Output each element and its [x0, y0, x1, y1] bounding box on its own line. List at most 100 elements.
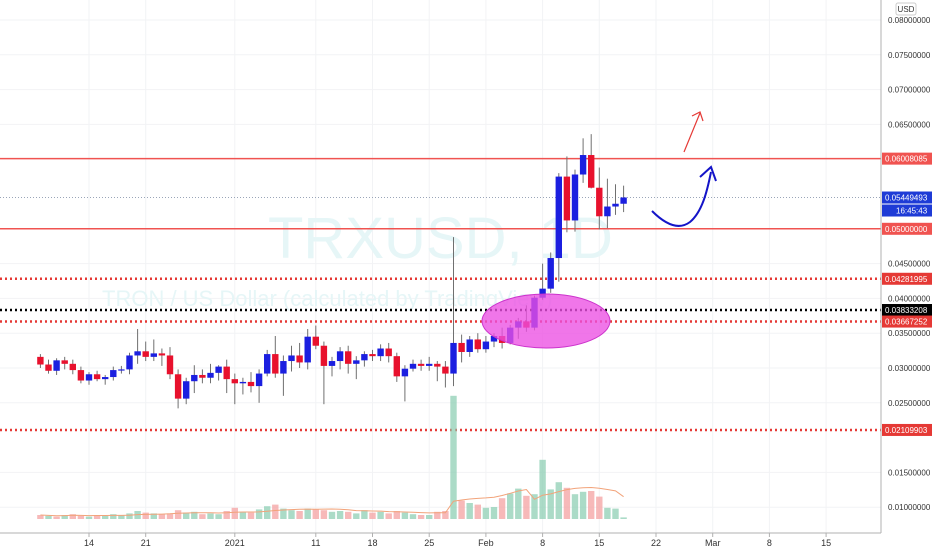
candle-body	[563, 176, 571, 221]
volume-bar	[604, 507, 611, 519]
x-tick-label: 21	[141, 538, 151, 548]
price-badge	[882, 222, 932, 235]
y-tick-label: 0.03500000	[888, 329, 931, 338]
x-tick-label: 15	[821, 538, 831, 548]
y-tick-label: 0.07500000	[888, 51, 931, 60]
x-tick-label: 8	[540, 538, 545, 548]
y-tick-label: 0.02500000	[888, 399, 931, 408]
volume-bar	[110, 514, 117, 519]
volume-bar	[312, 509, 319, 519]
volume-bar	[385, 513, 392, 519]
candle-body	[69, 363, 76, 371]
candle-body	[474, 339, 481, 350]
volume-bar	[85, 516, 93, 519]
candlestick-series	[37, 134, 627, 409]
candle-body	[231, 379, 238, 384]
volume-bar	[450, 395, 457, 519]
candle-body	[102, 377, 109, 380]
candle-body	[604, 206, 611, 217]
currency-label: USD	[898, 5, 915, 14]
candle-body	[45, 364, 52, 371]
x-tick-label: 11	[311, 538, 320, 548]
y-tick-label: 0.04000000	[888, 294, 931, 303]
time-axis[interactable]: 14 21 2021 11 18 25 Feb 8 15 22 Mar 8 15	[0, 532, 881, 548]
volume-bar	[515, 488, 522, 519]
candle-body	[118, 369, 125, 371]
red-arrow-head	[691, 111, 704, 122]
volume-bar	[393, 511, 400, 519]
candle-body	[207, 372, 214, 378]
watermark-symbol: TRXUSD, 1D	[268, 206, 613, 271]
volume-bar	[401, 512, 409, 519]
candle-body	[588, 155, 595, 188]
y-tick-label: 0.04500000	[888, 260, 931, 269]
candle-body	[361, 354, 368, 361]
volume-bar	[426, 515, 433, 519]
candle-body	[223, 366, 230, 380]
candle-body	[304, 336, 311, 363]
volume-bar	[272, 504, 279, 519]
volume-bar	[579, 491, 587, 519]
volume-bar	[150, 513, 157, 519]
candle-body	[142, 351, 149, 357]
x-tick-label: 25	[424, 538, 434, 548]
candle-body	[247, 381, 255, 387]
candle-body	[199, 374, 206, 378]
price-badge	[882, 152, 932, 165]
volume-bar	[174, 510, 182, 519]
blue-projection-curve[interactable]	[651, 171, 712, 227]
candle-body	[336, 351, 344, 362]
volume-bar	[539, 459, 546, 519]
volume-bar	[280, 508, 287, 519]
candle-body	[466, 339, 473, 352]
candle-body	[174, 374, 182, 399]
x-tick-label: Feb	[478, 538, 494, 548]
y-tick-label: 0.01000000	[888, 503, 931, 512]
volume-bar	[69, 514, 76, 519]
volume-bar	[93, 515, 101, 519]
volume-bar	[264, 506, 271, 519]
volume-bar	[612, 508, 619, 519]
candle-body	[490, 335, 498, 342]
volume-bar	[223, 511, 230, 519]
volume-bar	[102, 515, 109, 519]
candle-body	[458, 342, 465, 352]
price-badge	[882, 423, 932, 436]
candle-body	[255, 373, 263, 387]
volume-bar	[166, 513, 174, 519]
blue-arrow-head	[699, 165, 717, 182]
volume-bar	[417, 515, 425, 519]
highlight-ellipse[interactable]	[481, 293, 611, 349]
y-tick-label: 0.06500000	[888, 120, 931, 129]
candle-body	[417, 363, 425, 366]
candle-body	[37, 356, 44, 365]
volume-bar	[231, 507, 238, 519]
volume-bar	[215, 514, 222, 519]
candle-body	[191, 374, 198, 382]
volume-bar	[466, 503, 473, 519]
drawing-tools[interactable]	[481, 111, 717, 349]
candle-body	[377, 348, 384, 357]
price-axis[interactable]: USD	[880, 0, 917, 533]
candle-body	[264, 354, 271, 374]
volume-bar	[345, 511, 352, 519]
x-tick-label: 2021	[225, 538, 245, 548]
candle-body	[345, 351, 352, 364]
candle-body	[426, 363, 433, 366]
horizontal-levels[interactable]	[0, 157, 881, 432]
volume-bar	[304, 508, 311, 519]
currency-badge[interactable]	[895, 2, 917, 16]
y-tick-label: 0.01500000	[888, 468, 931, 477]
candle-body	[312, 336, 319, 346]
volume-bar	[207, 513, 214, 519]
candle-body	[296, 355, 303, 363]
red-arrow-line[interactable]	[683, 112, 701, 153]
candle-body	[434, 363, 441, 367]
candle-body	[385, 348, 392, 357]
volume-bar	[377, 511, 384, 519]
volume-bar	[474, 504, 481, 519]
candle-body	[239, 381, 247, 384]
volume-bar	[199, 514, 206, 519]
candle-body	[166, 355, 174, 375]
